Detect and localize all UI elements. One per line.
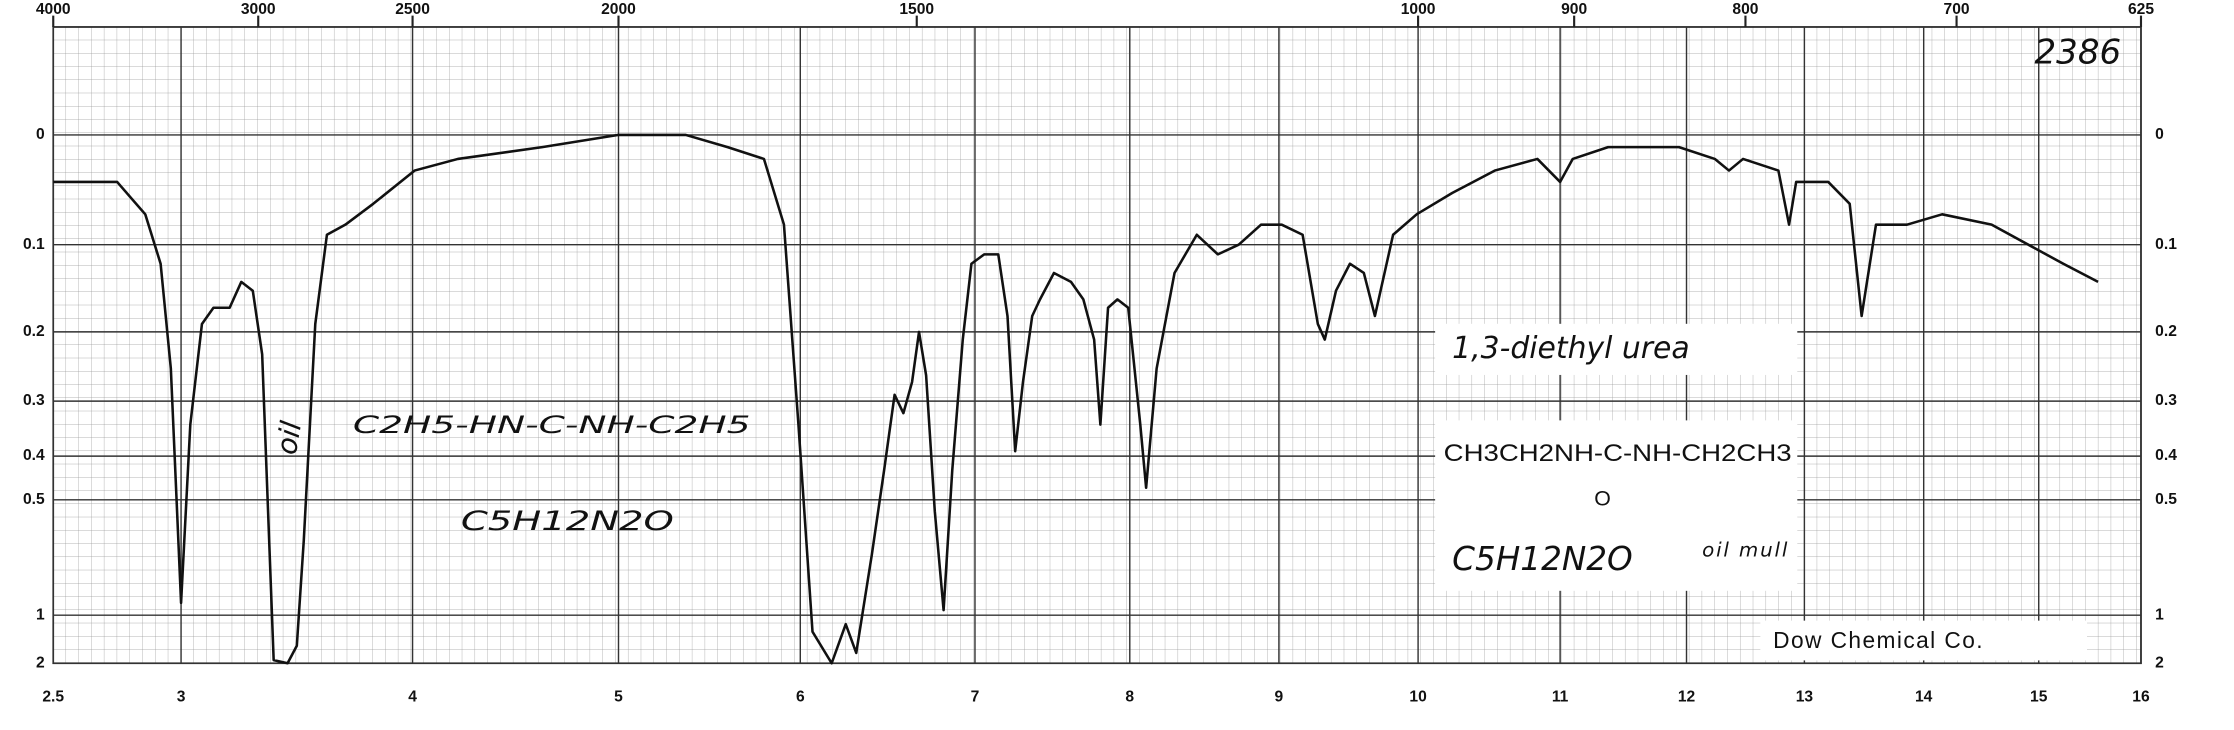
source: Dow Chemical Co. (1773, 627, 1984, 653)
y-tick-label-right: 2 (2155, 654, 2164, 671)
x-tick-label: 10 (1409, 688, 1427, 705)
hand-formula: C5H12N2O (461, 506, 674, 537)
x-tick-label: 4 (408, 688, 417, 705)
x-tick-label: 11 (1552, 688, 1569, 705)
x-tick-label: 15 (2030, 688, 2048, 705)
x-tick-label: 2.5 (42, 688, 64, 705)
carbonyl-oxygen: O (1594, 487, 1611, 511)
x-tick-label: 3 (177, 688, 186, 705)
y-tick-label-right: 0.4 (2155, 447, 2177, 464)
x-tick-label: 9 (1275, 688, 1284, 705)
sample-prep: oil mull (1702, 539, 1788, 562)
top-tick-label: 625 (2128, 1, 2154, 18)
chart-number: 2386 (2034, 32, 2121, 72)
top-tick-label: 800 (1732, 1, 1758, 18)
y-tick-label: 0 (36, 126, 45, 143)
y-tick-label-right: 0.5 (2155, 491, 2177, 508)
top-tick-label: 3000 (241, 1, 276, 18)
x-tick-label: 13 (1796, 688, 1814, 705)
x-tick-label: 16 (2132, 688, 2150, 705)
y-tick-label: 0.5 (23, 491, 45, 508)
x-tick-label: 7 (971, 688, 980, 705)
x-tick-label: 8 (1125, 688, 1134, 705)
y-tick-label-right: 0.2 (2155, 323, 2177, 340)
y-tick-label: 0.1 (23, 236, 45, 253)
y-tick-label: 2 (36, 654, 45, 671)
y-tick-label: 0.2 (23, 323, 45, 340)
x-tick-label: 14 (1915, 688, 1933, 705)
y-tick-label: 1 (36, 606, 45, 623)
spectrum-line (53, 133, 2099, 665)
hand-structure: C2H5-HN-C-NH-C2H5 (353, 411, 751, 439)
y-tick-label: 0.4 (23, 447, 45, 464)
x-tick-label: 5 (614, 688, 623, 705)
y-tick-label-right: 0 (2155, 126, 2164, 143)
chart-title: 1,3-diethyl urea (1452, 331, 1689, 366)
formula-box (1435, 420, 1798, 591)
hand-oil: oil (270, 419, 308, 457)
top-tick-label: 4000 (36, 1, 71, 18)
y-tick-label-right: 1 (2155, 606, 2164, 623)
top-tick-label: 2500 (395, 1, 430, 18)
spectrum (53, 133, 2099, 665)
top-tick-label: 1500 (899, 1, 934, 18)
x-tick-label: 12 (1678, 688, 1696, 705)
top-tick-label: 2000 (601, 1, 636, 18)
y-tick-label-right: 0.1 (2155, 236, 2177, 253)
structural-formula: CH3CH2NH-C-NH-CH2CH3 (1444, 440, 1792, 467)
top-tick-label: 1000 (1401, 1, 1436, 18)
molecular-formula: C5H12N2O (1452, 540, 1633, 578)
source-box (1760, 620, 2088, 661)
x-tick-label: 6 (796, 688, 805, 705)
title-box (1435, 323, 1798, 375)
y-tick-label: 0.3 (23, 392, 45, 409)
plot-area (52, 26, 2142, 665)
y-tick-label-right: 0.3 (2155, 392, 2177, 409)
top-tick-label: 700 (1944, 1, 1970, 18)
top-tick-label: 900 (1561, 1, 1587, 18)
